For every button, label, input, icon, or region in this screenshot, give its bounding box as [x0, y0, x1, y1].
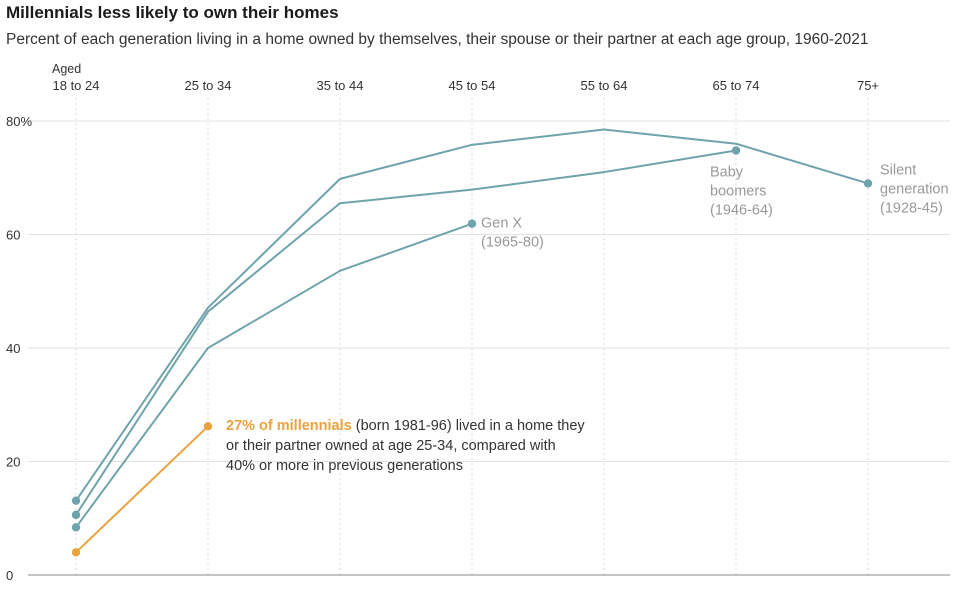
grid [28, 98, 950, 575]
series-end-marker [731, 146, 741, 155]
chart-title: Millennials less likely to own their hom… [6, 3, 339, 22]
x-tick-label: 55 to 64 [581, 78, 628, 93]
series-label-line: (1946-64) [710, 203, 773, 219]
annotation-highlight: 27% of millennials [226, 418, 352, 434]
series-start-marker [71, 496, 81, 505]
annotation: 27% of millennials (born 1981-96) lived … [226, 418, 585, 474]
y-tick-label: 20 [6, 455, 20, 470]
series-end-label: Silent generation (1928-45) [880, 162, 949, 216]
y-tick-label: 60 [6, 228, 20, 243]
x-tick-label: 25 to 34 [185, 78, 232, 93]
series-start-marker [71, 510, 81, 520]
series-end-marker [863, 179, 873, 188]
series-label-line: Silent [880, 162, 916, 178]
series-end-label: Gen X (1965-80) [481, 216, 544, 251]
series [71, 128, 873, 557]
annotation-line: (born 1981-96) lived in a home they [352, 418, 586, 434]
series-line [75, 222, 473, 528]
x-axis-prefix: Aged [52, 62, 81, 76]
x-tick-label: 45 to 54 [449, 78, 496, 93]
annotation-line: 40% or more in previous generations [226, 458, 463, 474]
annotation-text: 27% of millennials (born 1981-96) lived … [226, 418, 585, 474]
series-end-marker [203, 422, 213, 431]
x-tick-label: 18 to 24 [53, 78, 100, 93]
y-tick-label: 80% [6, 114, 32, 129]
series-end-label: Baby boomers (1946-64) [710, 165, 773, 219]
x-tick-label: 65 to 74 [713, 78, 760, 93]
axes: 0 20 40 60 80% 18 to 24 25 to 34 35 to 44 45 to … [6, 62, 950, 583]
x-tick-label: 35 to 44 [317, 78, 364, 93]
series-label-line: (1928-45) [880, 200, 943, 216]
series-end-marker [467, 219, 477, 228]
series-label-line: Gen X [481, 216, 522, 232]
x-tick-label: 75+ [857, 78, 879, 93]
series-line [75, 425, 209, 554]
series-label-line: (1965-80) [481, 235, 544, 251]
series-start-marker [71, 548, 81, 557]
series-line [75, 128, 869, 502]
y-tick-label: 40 [6, 341, 20, 356]
series-labels: Silent generation (1928-45) Baby boomers (194… [481, 162, 949, 250]
series-start-marker [71, 523, 81, 532]
chart-subtitle: Percent of each generation living in a h… [6, 31, 869, 48]
series-label-line: generation [880, 181, 949, 197]
series-label-line: boomers [710, 184, 766, 200]
annotation-line: or their partner owned at age 25-34, com… [226, 438, 556, 454]
y-tick-label: 0 [6, 568, 13, 583]
series-label-line: Baby [710, 165, 744, 181]
series-line [75, 149, 737, 516]
